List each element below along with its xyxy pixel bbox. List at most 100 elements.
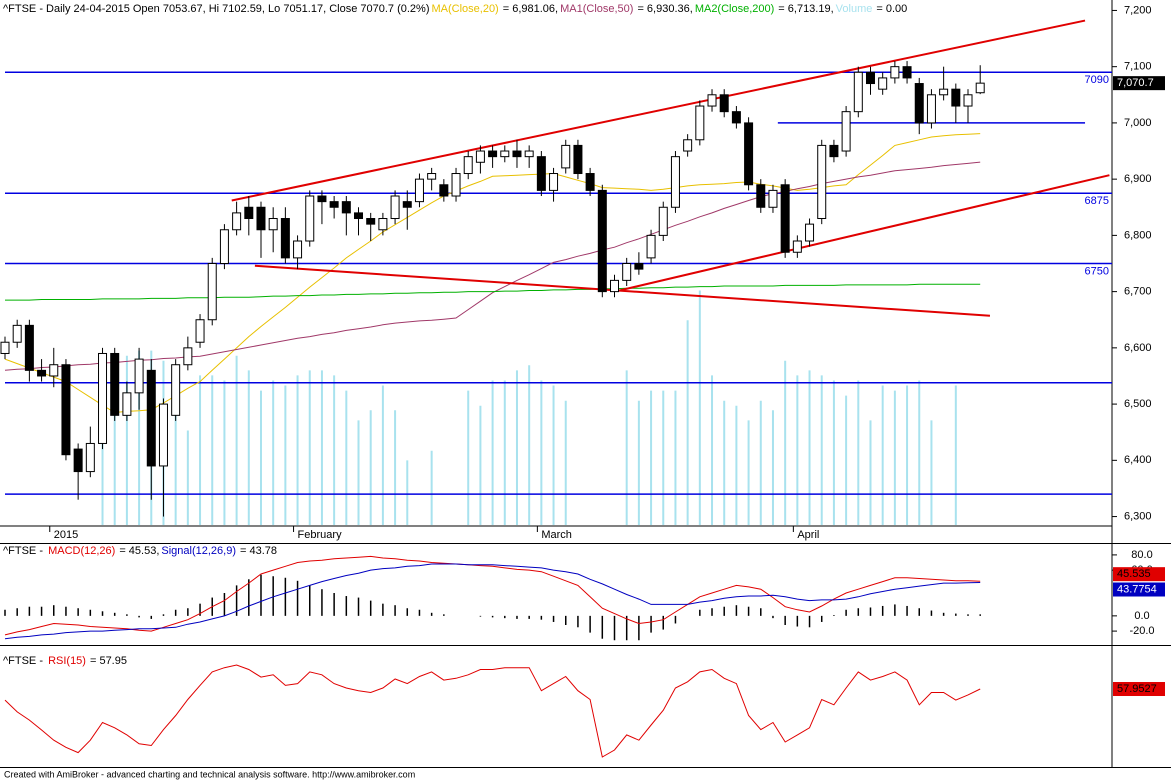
trendline [254, 264, 991, 317]
legend-value: = 0.00 [876, 3, 907, 15]
candle-body [427, 173, 437, 180]
candle-body [171, 364, 181, 416]
y-tick-label: 0.0 [1134, 610, 1149, 622]
candle-body [268, 218, 278, 231]
candle-body [561, 144, 571, 169]
candle-body [963, 94, 973, 107]
candle-body [293, 240, 303, 259]
candle-body [975, 82, 985, 94]
legend-value: = 6,930.36, [637, 3, 692, 15]
footer: Created with AmiBroker - advanced charti… [4, 769, 415, 779]
y-tick-label: -20.0 [1129, 625, 1154, 637]
candle-body [61, 364, 71, 456]
candle-body [378, 218, 388, 231]
candle-body [731, 111, 741, 124]
candle-body [0, 341, 10, 354]
value-box [1113, 682, 1165, 697]
candle-body [805, 223, 815, 242]
candle-body [329, 201, 339, 208]
candle-body [475, 150, 485, 163]
candle-body [110, 352, 120, 416]
candle-body [829, 144, 839, 158]
panel-legend: ^FTSE - RSI(15) = 57.95 [3, 655, 127, 667]
legend-value: = 6,981.06, [503, 3, 558, 15]
candle-body [939, 88, 949, 96]
value-box-label: 45.535 [1117, 568, 1151, 580]
candle-body [195, 319, 205, 343]
candle-body [512, 150, 522, 158]
y-tick-label: 6,400 [1124, 454, 1152, 466]
candle-body [536, 156, 546, 191]
candle-body [744, 122, 754, 186]
legend-title: ^FTSE - [3, 545, 46, 557]
candle-body [646, 234, 656, 259]
candle-body [610, 279, 619, 293]
y-tick-label: 6,500 [1124, 398, 1152, 410]
x-tick-label: February [298, 529, 343, 541]
legend-name: MA(Close,20) [431, 3, 498, 15]
y-tick-label: 7,200 [1124, 4, 1152, 16]
candle-body [695, 105, 705, 141]
value-box-label: 7,070.7 [1117, 77, 1154, 89]
candle-body [780, 184, 790, 253]
candle-body [73, 448, 83, 473]
candle-body [219, 229, 229, 265]
y-tick-label: 6,700 [1124, 286, 1152, 298]
candle-body [402, 201, 412, 208]
candle-body [926, 94, 936, 124]
candle-body [841, 111, 851, 152]
candle-body [256, 206, 266, 231]
x-tick-label: March [541, 529, 572, 541]
candle-body [902, 66, 912, 79]
level-label: 6750 [1085, 265, 1109, 277]
legend-title: ^FTSE - Daily 24-04-2015 Open 7053.67, H… [3, 3, 429, 15]
candle-body [524, 150, 534, 158]
y-tick-label: 80.0 [1131, 549, 1152, 561]
trendline [619, 174, 1110, 292]
legend-value: = 45.53, [119, 545, 159, 557]
candle-body [914, 83, 924, 124]
candle-body [549, 173, 559, 191]
legend-name: MA2(Close,200) [695, 3, 774, 15]
value-box [1113, 76, 1165, 91]
legend-value: = 6,713.19, [778, 3, 833, 15]
candle-body [414, 178, 424, 203]
candle-body [597, 189, 607, 293]
y-tick-label: 6,800 [1124, 229, 1152, 241]
panel-legend: ^FTSE - MACD(12,26) = 45.53, Signal(12,26,… [3, 545, 277, 557]
candle-body [354, 212, 364, 220]
ma-line [5, 283, 981, 301]
candle-body [878, 77, 888, 90]
candle-body [390, 195, 400, 220]
candle-body [463, 156, 473, 175]
candle-body [49, 364, 59, 377]
value-box-label: 57.9527 [1117, 683, 1157, 695]
candle-body [634, 263, 644, 270]
candle-body [366, 218, 376, 225]
legend-value: = 57.95 [90, 655, 127, 667]
candle-body [622, 263, 632, 281]
candle-body [134, 358, 144, 394]
candle-body [451, 173, 461, 197]
candle-body [683, 139, 693, 152]
candle-body [232, 212, 242, 231]
candle-body [670, 156, 680, 208]
rsi-line [4, 664, 981, 758]
candle-body [951, 88, 961, 107]
legend-title: ^FTSE - [3, 655, 46, 667]
y-tick-label: 6,600 [1124, 342, 1152, 354]
candle-body [244, 206, 254, 220]
candle-body [85, 442, 95, 473]
candle-body [146, 369, 156, 467]
legend-name: MACD(12,26) [48, 545, 115, 557]
legend-name: MA1(Close,50) [560, 3, 633, 15]
macd-line [4, 555, 981, 636]
legend-name: Volume [836, 3, 873, 15]
legend-value: = 43.78 [240, 545, 277, 557]
candle-body [207, 263, 217, 321]
candle-body [792, 240, 802, 253]
candle-body [280, 218, 290, 259]
macd-line [4, 563, 981, 640]
